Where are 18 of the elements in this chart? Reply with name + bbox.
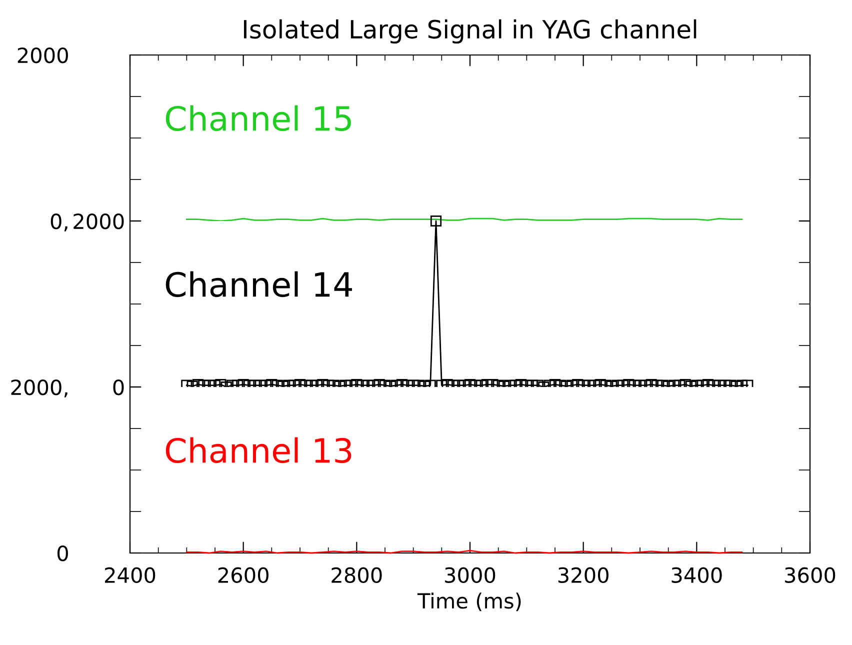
x-tick-label: 2800 <box>332 567 382 584</box>
y-tick-label: 0 <box>113 379 124 396</box>
x-tick-label: 3600 <box>785 567 836 584</box>
y-tick-label: 0, <box>50 213 68 232</box>
text: Channel 14 <box>166 271 352 298</box>
text: Channel 15 <box>166 105 351 132</box>
y-tick-label: 2000 <box>18 47 68 64</box>
y-tick-label: 0 <box>57 545 68 562</box>
y-tick-label: 2000 <box>74 213 124 230</box>
x-tick-label: 3400 <box>672 567 722 584</box>
x-axis-title: Time (ms) <box>417 592 521 612</box>
chart-title: Isolated Large Signal in YAG channel <box>244 19 696 44</box>
text: Channel 13 <box>166 437 352 464</box>
x-tick-label: 2400 <box>105 567 156 584</box>
x-tick-label: 3000 <box>445 567 496 584</box>
x-tick-label: 3200 <box>558 567 608 584</box>
y-tick-label: 2000, <box>11 379 68 398</box>
x-tick-label: 2600 <box>218 567 268 584</box>
